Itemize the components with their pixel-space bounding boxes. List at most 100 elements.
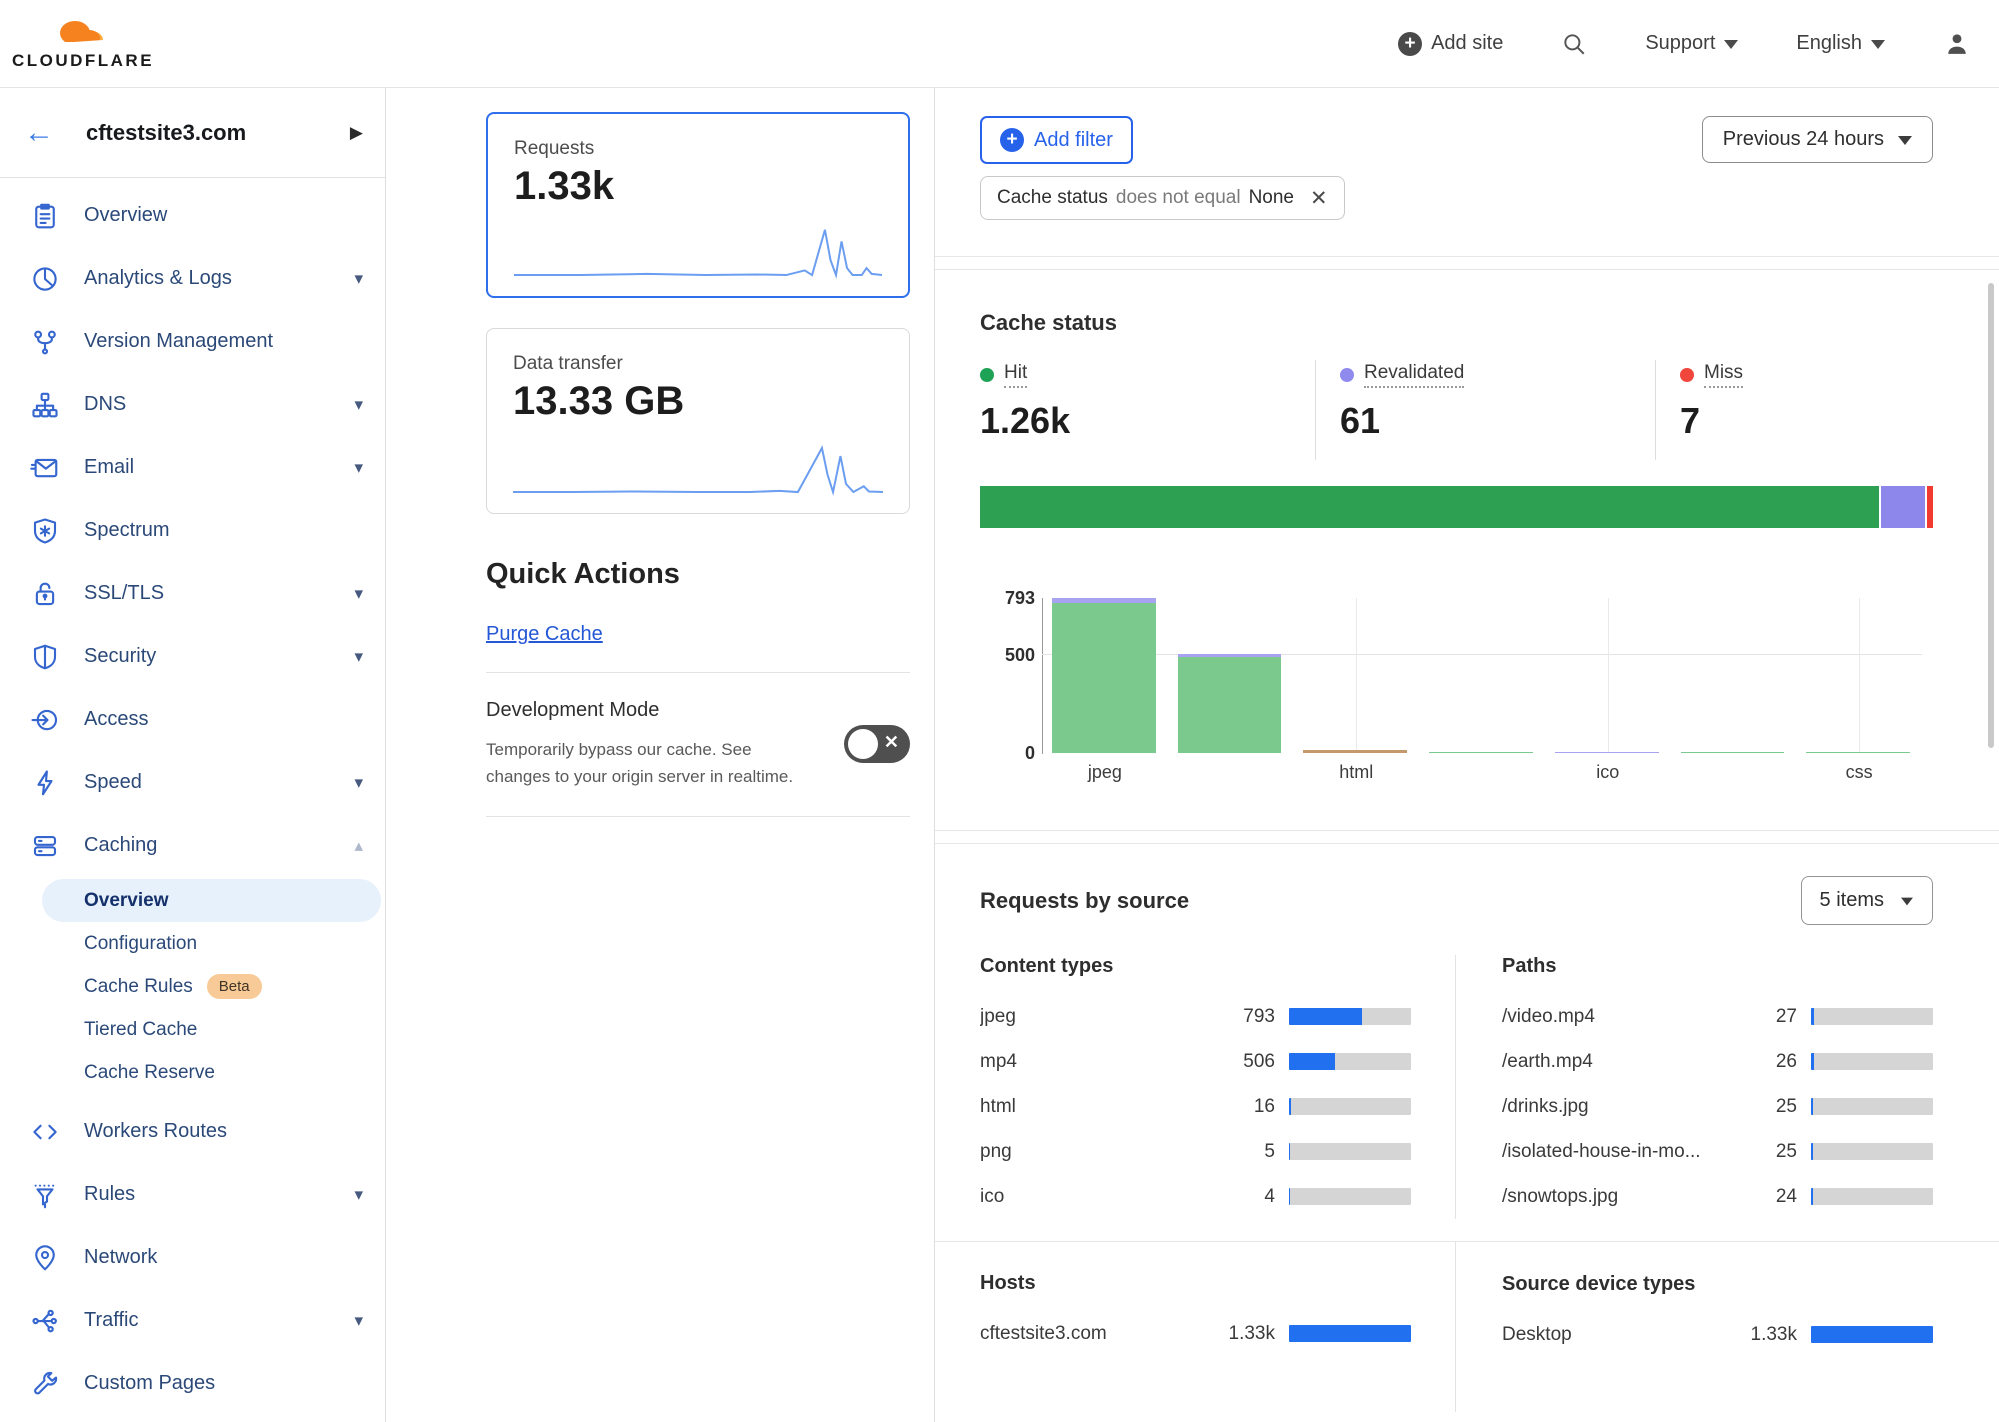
x-tick-label: html — [1339, 762, 1374, 782]
device-bar-track — [1811, 1326, 1933, 1343]
sidebar-item-email[interactable]: Email ▾ — [0, 436, 385, 499]
path-bar-fill — [1811, 1143, 1814, 1160]
sidebar-item-ssl-tls[interactable]: SSL/TLS ▾ — [0, 562, 385, 625]
paths-list: /video.mp4 27/earth.mp4 26/drinks.jpg 25/is… — [1502, 994, 1933, 1219]
gridline-500 — [1042, 654, 1922, 656]
miss-dot-icon — [1680, 368, 1694, 382]
sidebar-item-traffic[interactable]: Traffic ▾ — [0, 1289, 385, 1352]
sidebar-nav: Overview Analytics & Logs ▾ Version Managem… — [0, 178, 385, 1415]
sidebar-item-label: Network — [84, 1246, 158, 1268]
subnav-item-configuration[interactable]: Configuration — [42, 922, 381, 965]
sidebar-item-dns[interactable]: DNS ▾ — [0, 373, 385, 436]
sidebar-item-spectrum[interactable]: Spectrum — [0, 499, 385, 562]
device-bar-fill — [1811, 1326, 1933, 1343]
purge-cache-link[interactable]: Purge Cache — [486, 623, 603, 645]
x-tick-label: ico — [1596, 762, 1620, 782]
content-type-label: png — [980, 1140, 1012, 1162]
bar-segment-hit — [1429, 751, 1533, 753]
data-transfer-label: Data transfer — [513, 353, 623, 374]
stacked-segment-revalidated — [1880, 486, 1926, 528]
subnav-item-cache-rules[interactable]: Cache Rules Beta — [42, 965, 381, 1008]
sidebar-item-access[interactable]: Access — [0, 688, 385, 751]
top-bar: CLOUDFLARE + Add site Support English — [0, 0, 1999, 88]
user-icon — [1948, 33, 1966, 54]
requests-metric-card[interactable]: Requests 1.33k — [486, 112, 910, 298]
stat-label[interactable]: Revalidated — [1364, 362, 1465, 388]
filter-value: None — [1248, 187, 1294, 208]
bar-html — [1303, 749, 1408, 753]
dev-mode-toggle[interactable]: ✕ — [844, 725, 910, 763]
chevron-right-icon[interactable]: ▶ — [349, 122, 363, 142]
stat-label[interactable]: Miss — [1704, 362, 1744, 388]
sidebar-item-label: Spectrum — [84, 519, 170, 541]
content-type-label: jpeg — [980, 1005, 1016, 1027]
cloudflare-wordmark: CLOUDFLARE — [11, 51, 155, 70]
cloudflare-logo[interactable]: CLOUDFLARE — [12, 16, 152, 71]
path-row: /drinks.jpg 25 — [1502, 1084, 1933, 1129]
sidebar-item-caching[interactable]: Caching ▴ — [0, 814, 385, 877]
y-tick-label: 0 — [1024, 743, 1035, 763]
host-label: cftestsite3.com — [980, 1322, 1107, 1344]
sidebar-item-custom-pages[interactable]: Custom Pages — [0, 1352, 385, 1415]
scrollbar-thumb[interactable] — [1988, 283, 1994, 748]
add-site-button[interactable]: + Add site — [1398, 31, 1503, 56]
content-types-column: Content types jpeg 793 mp4 506 html 16 png 5 ico… — [980, 955, 1455, 1219]
sidebar-item-speed[interactable]: Speed ▾ — [0, 751, 385, 814]
sidebar-item-label: Overview — [84, 204, 168, 226]
requests-by-source-title: Requests by source — [980, 887, 1190, 913]
stat-value: 1.26k — [980, 400, 1071, 441]
sidebar-item-security[interactable]: Security ▾ — [0, 625, 385, 688]
subnav-item-tiered-cache[interactable]: Tiered Cache — [42, 1008, 381, 1051]
plus-icon: + — [1398, 31, 1423, 56]
content-type-bar-track — [1289, 1008, 1411, 1025]
development-mode-description: Temporarily bypass our cache. See change… — [486, 740, 794, 787]
sidebar-item-workers-routes[interactable]: Workers Routes — [0, 1100, 385, 1163]
sidebar-item-analytics-logs[interactable]: Analytics & Logs ▾ — [0, 247, 385, 310]
subnav-item-label: Cache Reserve — [84, 1061, 215, 1083]
x-tick-label: css — [1845, 762, 1873, 782]
path-value: 24 — [1775, 1185, 1797, 1207]
content-type-bar-fill — [1289, 1008, 1363, 1025]
sidebar-item-overview[interactable]: Overview — [0, 184, 385, 247]
site-header: ← cftestsite3.com ▶ — [0, 88, 385, 178]
divider — [935, 1241, 1999, 1242]
language-label: English — [1796, 32, 1862, 54]
time-range-dropdown[interactable]: Previous 24 hours — [1701, 116, 1933, 163]
content-type-bar-track — [1289, 1098, 1411, 1115]
beta-badge: Beta — [206, 974, 262, 999]
data-transfer-metric-card[interactable]: Data transfer 13.33 GB — [486, 328, 910, 514]
content-type-row: jpeg 793 — [980, 994, 1411, 1039]
bar-segment-revalidated — [1554, 751, 1659, 753]
back-arrow-icon[interactable]: ← — [24, 115, 54, 149]
path-value: 25 — [1775, 1095, 1797, 1117]
content-type-bar-track — [1289, 1053, 1411, 1070]
path-bar-fill — [1811, 1053, 1814, 1070]
support-menu[interactable]: Support — [1645, 32, 1739, 55]
search-button[interactable] — [1561, 31, 1587, 57]
sidebar-item-network[interactable]: Network — [0, 1226, 385, 1289]
stat-revalidated: Revalidated 61 — [1315, 360, 1655, 460]
add-filter-button[interactable]: + Add filter — [980, 116, 1133, 164]
page-body: ← cftestsite3.com ▶ Overview Analytics & … — [0, 88, 1999, 1422]
host-bar-track — [1289, 1325, 1411, 1342]
sidebar-item-version-management[interactable]: Version Management — [0, 310, 385, 373]
content-type-label: mp4 — [980, 1050, 1017, 1072]
filter-chip[interactable]: Cache status does not equal None ✕ — [980, 176, 1345, 220]
subnav-item-label: Tiered Cache — [84, 1018, 198, 1040]
path-value: 25 — [1775, 1140, 1797, 1162]
caret-down-icon — [1901, 897, 1913, 906]
subnav-item-cache-reserve[interactable]: Cache Reserve — [42, 1051, 381, 1094]
items-count-dropdown[interactable]: 5 items — [1800, 876, 1933, 925]
content-types-title: Content types — [980, 955, 1114, 977]
path-bar-track — [1811, 1053, 1933, 1070]
account-menu[interactable] — [1943, 30, 1971, 58]
stat-header: Hit — [980, 362, 1315, 388]
language-menu[interactable]: English — [1796, 32, 1885, 55]
subnav-item-overview[interactable]: Overview — [42, 879, 381, 922]
sidebar-item-rules[interactable]: Rules ▾ — [0, 1163, 385, 1226]
y-tick-label: 500 — [1004, 645, 1035, 666]
stat-label[interactable]: Hit — [1004, 362, 1028, 388]
remove-filter-icon[interactable]: ✕ — [1310, 186, 1328, 210]
sidebar-item-label: DNS — [84, 393, 127, 415]
filter-operator: does not equal — [1115, 187, 1241, 208]
